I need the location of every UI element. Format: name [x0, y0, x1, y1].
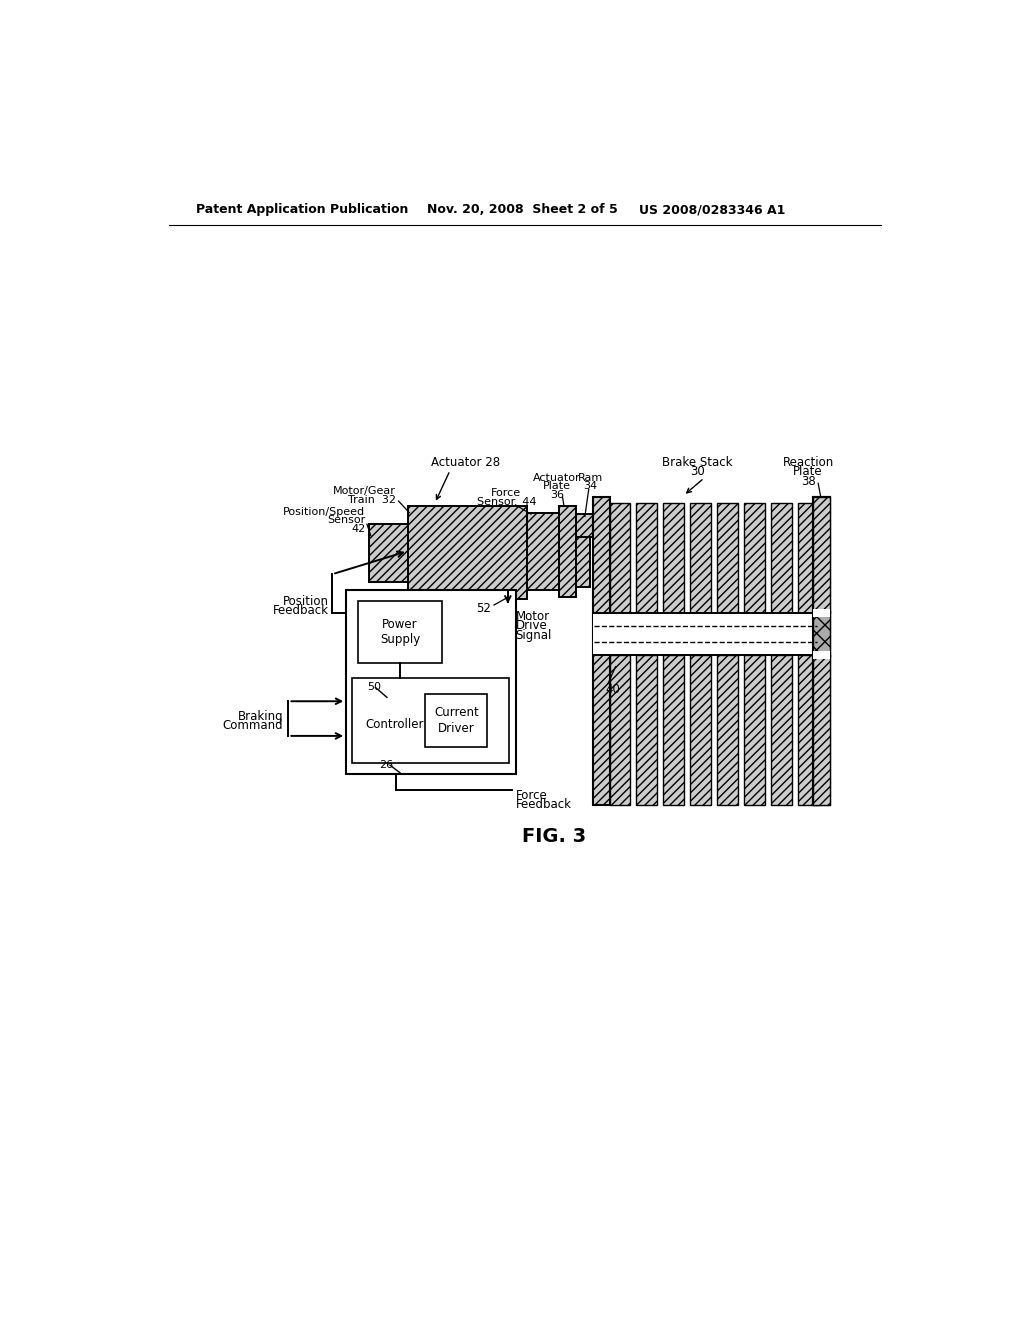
- Bar: [813, 609, 829, 616]
- Bar: [357, 601, 442, 663]
- Text: Feedback: Feedback: [272, 603, 329, 616]
- Text: Ram: Ram: [578, 473, 603, 483]
- Text: Actuator: Actuator: [534, 473, 581, 483]
- Bar: [690, 655, 711, 805]
- Bar: [813, 611, 829, 656]
- Text: 42: 42: [351, 524, 366, 533]
- Text: 38: 38: [801, 474, 815, 487]
- Text: Controller: Controller: [366, 718, 424, 731]
- Bar: [637, 655, 657, 805]
- Bar: [425, 693, 487, 747]
- Text: Plate: Plate: [794, 465, 823, 478]
- Bar: [717, 503, 738, 612]
- Text: 30: 30: [690, 465, 705, 478]
- Bar: [577, 537, 590, 587]
- Bar: [346, 590, 515, 775]
- Bar: [813, 498, 829, 612]
- Bar: [798, 503, 819, 612]
- Bar: [593, 498, 609, 805]
- Text: Actuator 28: Actuator 28: [431, 455, 500, 469]
- Bar: [744, 655, 765, 805]
- Bar: [559, 507, 577, 597]
- Text: 52: 52: [476, 602, 490, 615]
- Bar: [664, 655, 684, 805]
- Text: 50: 50: [367, 682, 381, 693]
- Bar: [664, 503, 684, 612]
- Bar: [593, 612, 823, 655]
- Bar: [771, 503, 792, 612]
- Text: Position: Position: [283, 594, 329, 607]
- Text: Train  32: Train 32: [348, 495, 396, 504]
- Text: 36: 36: [550, 490, 564, 500]
- Text: 34: 34: [584, 482, 597, 491]
- Text: Braking: Braking: [238, 710, 283, 723]
- Bar: [637, 503, 657, 612]
- Text: Force: Force: [515, 788, 547, 801]
- Text: 40: 40: [605, 684, 621, 696]
- Text: Plate: Plate: [543, 482, 571, 491]
- Bar: [690, 503, 711, 612]
- Text: Reaction: Reaction: [782, 455, 834, 469]
- Bar: [577, 515, 593, 537]
- Text: Command: Command: [222, 719, 283, 733]
- Bar: [527, 512, 559, 590]
- Text: Drive: Drive: [515, 619, 547, 632]
- Bar: [744, 503, 765, 612]
- Bar: [813, 655, 829, 805]
- Text: Sensor  44: Sensor 44: [476, 496, 537, 507]
- Text: Power
Supply: Power Supply: [380, 618, 420, 645]
- Bar: [408, 507, 527, 599]
- Text: Current
Driver: Current Driver: [434, 706, 478, 734]
- Text: Force: Force: [492, 488, 521, 499]
- Bar: [370, 524, 412, 582]
- Bar: [609, 503, 631, 612]
- Text: 26: 26: [379, 760, 393, 770]
- Text: Motor/Gear: Motor/Gear: [334, 486, 396, 496]
- Bar: [813, 612, 829, 655]
- Bar: [813, 498, 829, 612]
- Bar: [813, 498, 829, 805]
- Text: Patent Application Publication: Patent Application Publication: [196, 203, 409, 216]
- Text: FIG. 3: FIG. 3: [522, 826, 586, 846]
- Bar: [813, 651, 829, 659]
- Text: Brake Stack: Brake Stack: [663, 455, 732, 469]
- Text: Signal: Signal: [515, 628, 552, 642]
- Bar: [609, 655, 631, 805]
- Bar: [813, 655, 829, 805]
- Bar: [717, 655, 738, 805]
- Text: US 2008/0283346 A1: US 2008/0283346 A1: [639, 203, 785, 216]
- Text: Feedback: Feedback: [515, 797, 571, 810]
- Text: Sensor: Sensor: [327, 515, 366, 525]
- Text: Nov. 20, 2008  Sheet 2 of 5: Nov. 20, 2008 Sheet 2 of 5: [427, 203, 617, 216]
- Bar: [771, 655, 792, 805]
- Text: Position/Speed: Position/Speed: [284, 507, 366, 517]
- Text: Motor: Motor: [515, 610, 550, 623]
- Bar: [798, 655, 819, 805]
- Bar: [352, 678, 509, 763]
